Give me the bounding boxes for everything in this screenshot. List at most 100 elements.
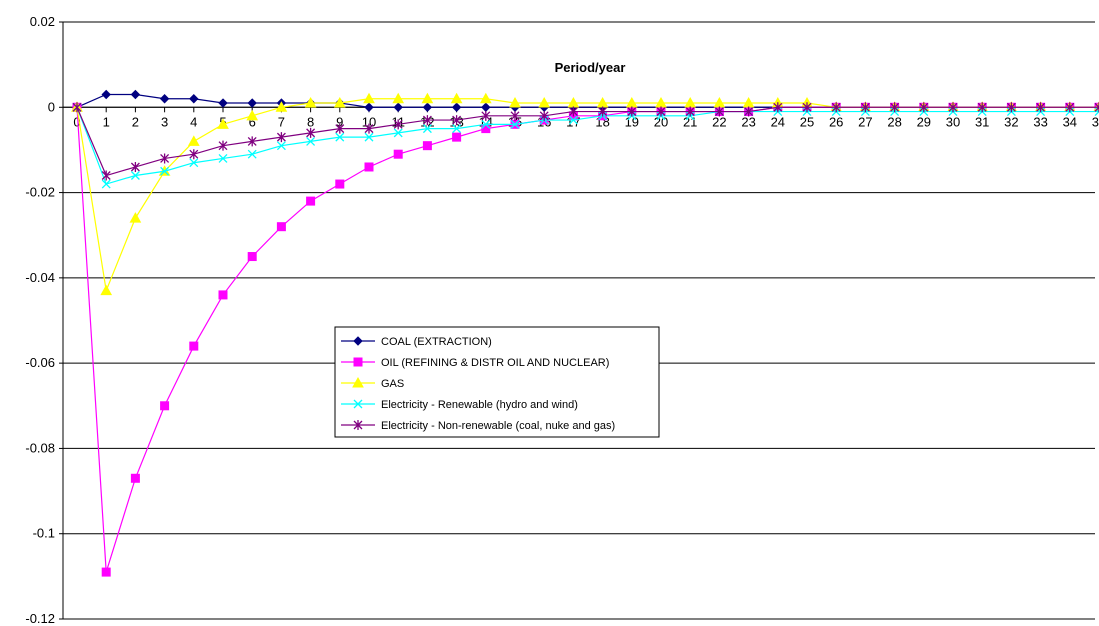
x-tick-label: 29 xyxy=(917,114,931,129)
data-point xyxy=(130,171,140,180)
data-point xyxy=(598,106,608,117)
x-tick-label: 30 xyxy=(946,114,960,129)
data-point xyxy=(364,123,374,134)
data-point xyxy=(422,141,432,151)
data-point xyxy=(393,119,403,130)
data-point xyxy=(451,102,462,112)
data-point xyxy=(422,124,432,134)
legend-item: COAL (EXTRACTION) xyxy=(341,336,492,348)
data-point xyxy=(306,136,316,146)
data-point xyxy=(1094,102,1099,113)
legend-item: Electricity - Non-renewable (coal, nuke … xyxy=(341,420,615,432)
data-point xyxy=(189,94,199,104)
data-point xyxy=(335,179,345,189)
data-point xyxy=(276,141,286,151)
data-point xyxy=(422,115,432,126)
y-tick-label: -0.02 xyxy=(25,185,55,200)
data-point xyxy=(100,284,113,296)
data-point xyxy=(335,132,345,142)
data-point xyxy=(393,149,403,159)
x-tick-label: 35 xyxy=(1092,114,1099,129)
x-tick-label: 24 xyxy=(771,114,785,129)
data-point xyxy=(450,92,463,104)
data-point xyxy=(218,290,228,300)
data-point xyxy=(948,102,958,113)
data-point xyxy=(421,92,434,104)
data-point xyxy=(276,132,286,143)
data-point xyxy=(247,149,257,159)
x-tick-label: 25 xyxy=(800,114,814,129)
data-point xyxy=(101,89,111,100)
data-point xyxy=(189,158,199,168)
data-point xyxy=(247,136,257,147)
data-point xyxy=(509,96,521,108)
y-tick-label: -0.1 xyxy=(33,526,55,541)
legend-marker xyxy=(353,399,363,409)
x-tick-label: 7 xyxy=(278,114,285,129)
legend-marker xyxy=(353,336,363,346)
legend-label: Electricity - Non-renewable (coal, nuke … xyxy=(381,420,615,432)
data-point xyxy=(306,196,316,206)
chart-title: Period/year xyxy=(555,60,626,75)
legend-marker xyxy=(352,376,364,388)
data-point xyxy=(333,96,346,108)
legend-label: OIL (REFINING & DISTR OIL AND NUCLEAR) xyxy=(381,357,609,369)
data-point xyxy=(539,110,549,121)
data-point xyxy=(306,127,316,138)
legend-marker xyxy=(353,357,363,367)
data-point xyxy=(101,179,111,189)
x-tick-label: 27 xyxy=(858,114,872,129)
data-point xyxy=(773,102,783,113)
data-point xyxy=(452,124,462,134)
data-point xyxy=(919,102,929,113)
x-tick-label: 6 xyxy=(249,114,256,129)
data-point xyxy=(130,89,141,100)
y-tick-label: -0.08 xyxy=(25,440,55,455)
data-point xyxy=(538,96,551,108)
x-tick-label: 2 xyxy=(132,114,139,129)
data-point xyxy=(1036,102,1046,113)
data-point xyxy=(568,106,578,117)
data-point xyxy=(304,96,317,108)
data-point xyxy=(1094,107,1099,117)
data-point xyxy=(422,102,433,112)
data-point xyxy=(364,132,374,142)
data-point xyxy=(977,102,987,113)
legend: COAL (EXTRACTION) OIL (REFINING & DISTR O… xyxy=(334,326,660,438)
data-point xyxy=(160,153,170,164)
data-point xyxy=(481,119,491,129)
data-point xyxy=(72,102,82,113)
data-point xyxy=(276,222,286,232)
x-tick-label: 32 xyxy=(1004,114,1018,129)
data-point xyxy=(130,473,140,483)
data-point xyxy=(744,106,754,117)
data-point xyxy=(890,102,900,113)
data-point xyxy=(714,106,724,117)
y-tick-label: -0.06 xyxy=(25,355,55,370)
x-tick-label: 20 xyxy=(654,114,668,129)
series-line xyxy=(76,93,1099,108)
series-line xyxy=(76,106,1099,177)
data-point xyxy=(217,118,229,129)
x-tick-label: 33 xyxy=(1033,114,1047,129)
x-tick-label: 21 xyxy=(683,114,697,129)
data-point xyxy=(218,140,228,151)
x-tick-label: 34 xyxy=(1063,114,1077,129)
data-point xyxy=(568,115,578,125)
x-tick-label: 3 xyxy=(161,114,168,129)
data-point xyxy=(393,102,403,112)
x-tick-label: 28 xyxy=(887,114,901,129)
x-tick-label: 0 xyxy=(73,114,80,129)
data-point xyxy=(393,128,403,138)
x-tick-label: 26 xyxy=(829,114,843,129)
x-tick-label: 31 xyxy=(975,114,989,129)
series-1 xyxy=(72,89,1099,112)
data-point xyxy=(218,153,228,163)
data-point xyxy=(392,92,405,104)
data-point xyxy=(481,102,491,112)
data-point xyxy=(510,119,520,129)
legend-marker xyxy=(353,420,363,430)
data-point xyxy=(275,101,288,112)
series-line xyxy=(76,107,1099,185)
data-point xyxy=(246,109,259,121)
